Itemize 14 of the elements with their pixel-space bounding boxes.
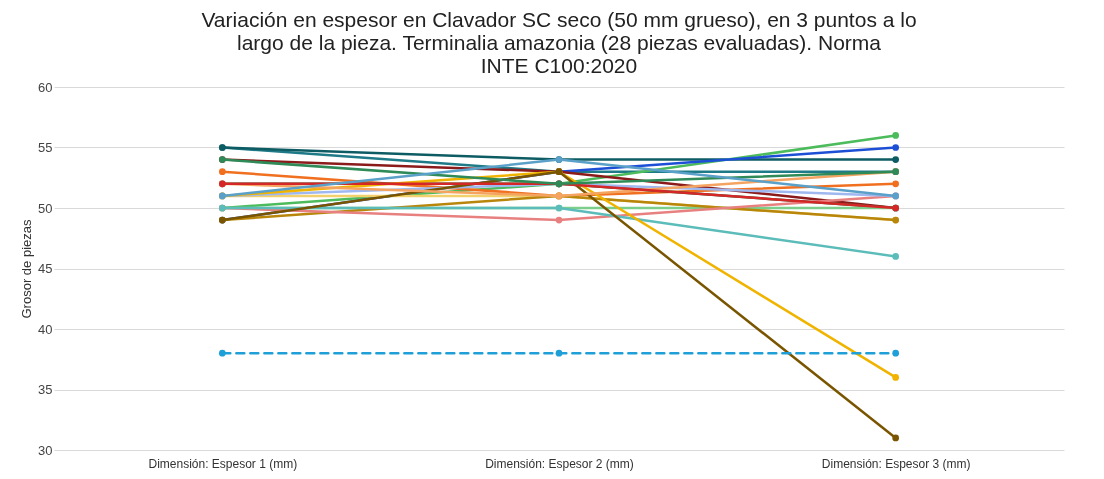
text: Variación en espesor en Clavador SC seco (50 mm grueso), en 3 puntos a lo (201, 8, 917, 31)
x-tick-label: Dimensión: Espesor 2 (mm) (485, 456, 634, 471)
y-tick-label: 35 (38, 382, 53, 397)
y-tick-label: 40 (38, 321, 53, 337)
x-tick-label: Dimensión: Espesor 3 (mm) (821, 456, 971, 471)
x-tick-label: Dimensión: Espesor 1 (mm) (148, 456, 298, 471)
y-tick-label: 50 (38, 200, 53, 216)
y-axis-title: Grosor de piezas (19, 219, 35, 319)
text: INTE C100:2020 (480, 54, 638, 77)
y-tick-label: 45 (38, 261, 53, 276)
y-tick-label: 60 (38, 79, 53, 95)
y-tick-label: 55 (38, 140, 53, 155)
text: largo de la pieza. Terminalia amazonia (28 piezas evaluadas). Norma (237, 31, 881, 54)
y-tick-label: 30 (38, 442, 53, 458)
